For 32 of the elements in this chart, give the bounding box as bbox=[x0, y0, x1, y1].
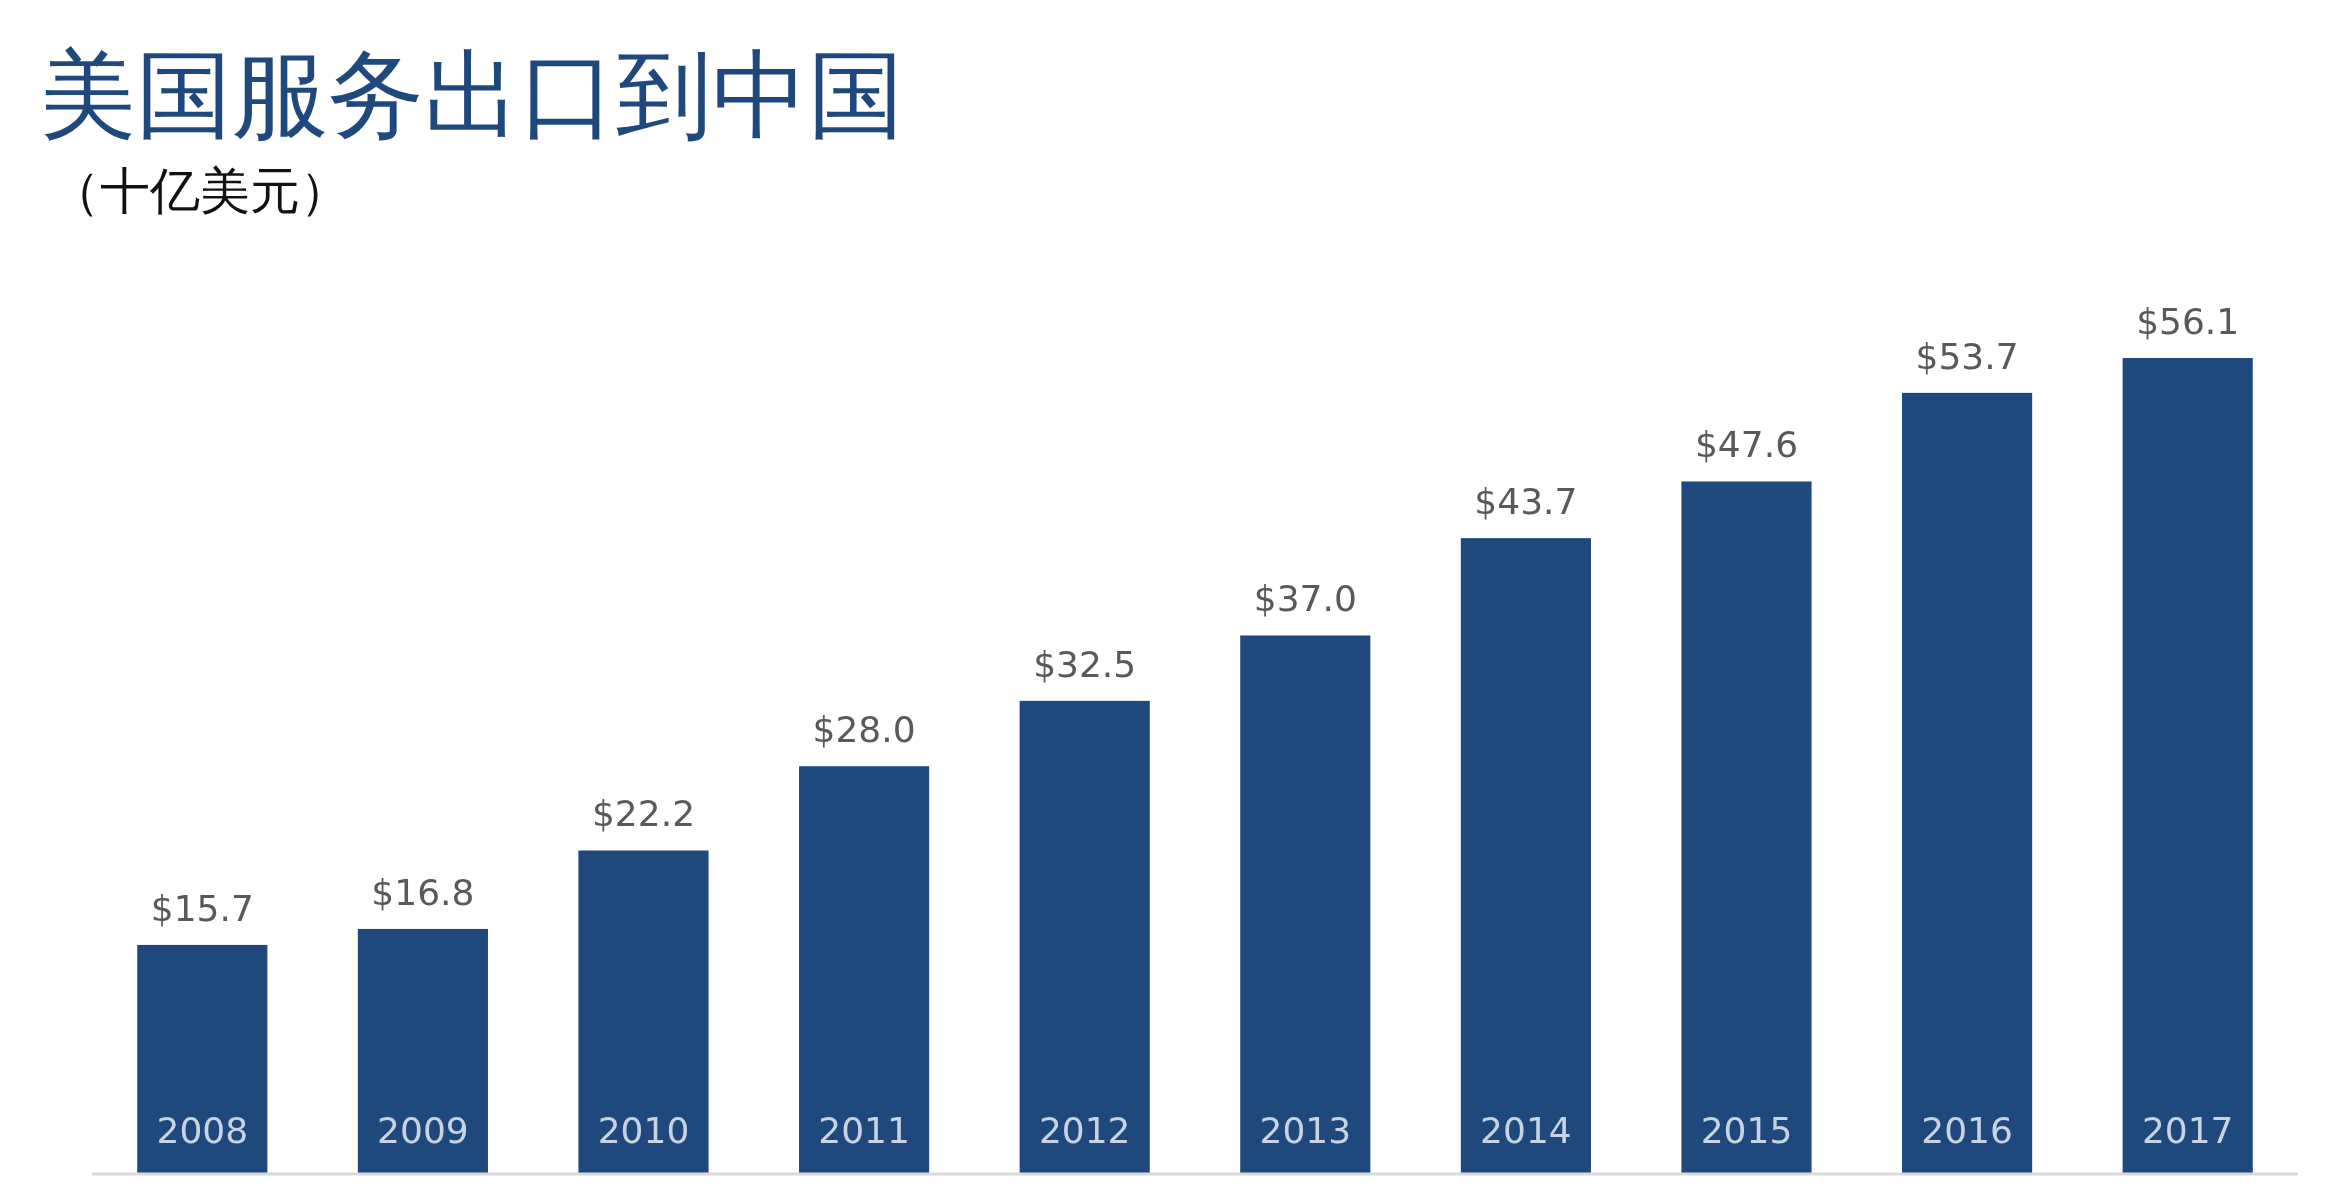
bar bbox=[357, 928, 488, 1173]
bar bbox=[1240, 635, 1371, 1173]
chart-title: 美国服务出口到中国 bbox=[40, 39, 904, 151]
bar bbox=[1902, 392, 2033, 1173]
bar bbox=[799, 766, 930, 1173]
bar bbox=[1019, 700, 1150, 1173]
chart-subtitle: （十亿美元） bbox=[50, 162, 350, 220]
bar bbox=[2122, 358, 2253, 1173]
data-label: $32.5 bbox=[1033, 643, 1137, 685]
bar bbox=[137, 944, 268, 1173]
data-label: $47.6 bbox=[1694, 424, 1799, 466]
x-tick-label: 2015 bbox=[1700, 1110, 1793, 1151]
x-tick-label: 2010 bbox=[597, 1110, 690, 1151]
x-tick-label: 2017 bbox=[2141, 1110, 2234, 1151]
x-tick-label: 2016 bbox=[1921, 1110, 2013, 1151]
data-label: $15.7 bbox=[150, 887, 254, 929]
bar bbox=[578, 850, 709, 1173]
x-tick-label: 2013 bbox=[1259, 1110, 1352, 1151]
x-tick-label: 2011 bbox=[818, 1110, 910, 1151]
data-label: $37.0 bbox=[1253, 578, 1357, 620]
data-label: $56.1 bbox=[2136, 301, 2240, 342]
bar bbox=[1681, 481, 1812, 1173]
bar bbox=[1460, 538, 1591, 1173]
data-label: $28.0 bbox=[812, 709, 916, 751]
x-tick-label: 2012 bbox=[1038, 1110, 1131, 1151]
data-label: $53.7 bbox=[1915, 335, 2019, 377]
data-label: $22.2 bbox=[591, 793, 696, 835]
data-label: $43.7 bbox=[1474, 481, 1578, 523]
x-tick-label: 2008 bbox=[156, 1110, 249, 1151]
x-tick-label: 2009 bbox=[377, 1110, 469, 1151]
x-tick-label: 2014 bbox=[1480, 1110, 1572, 1151]
data-label: $16.8 bbox=[371, 871, 475, 913]
